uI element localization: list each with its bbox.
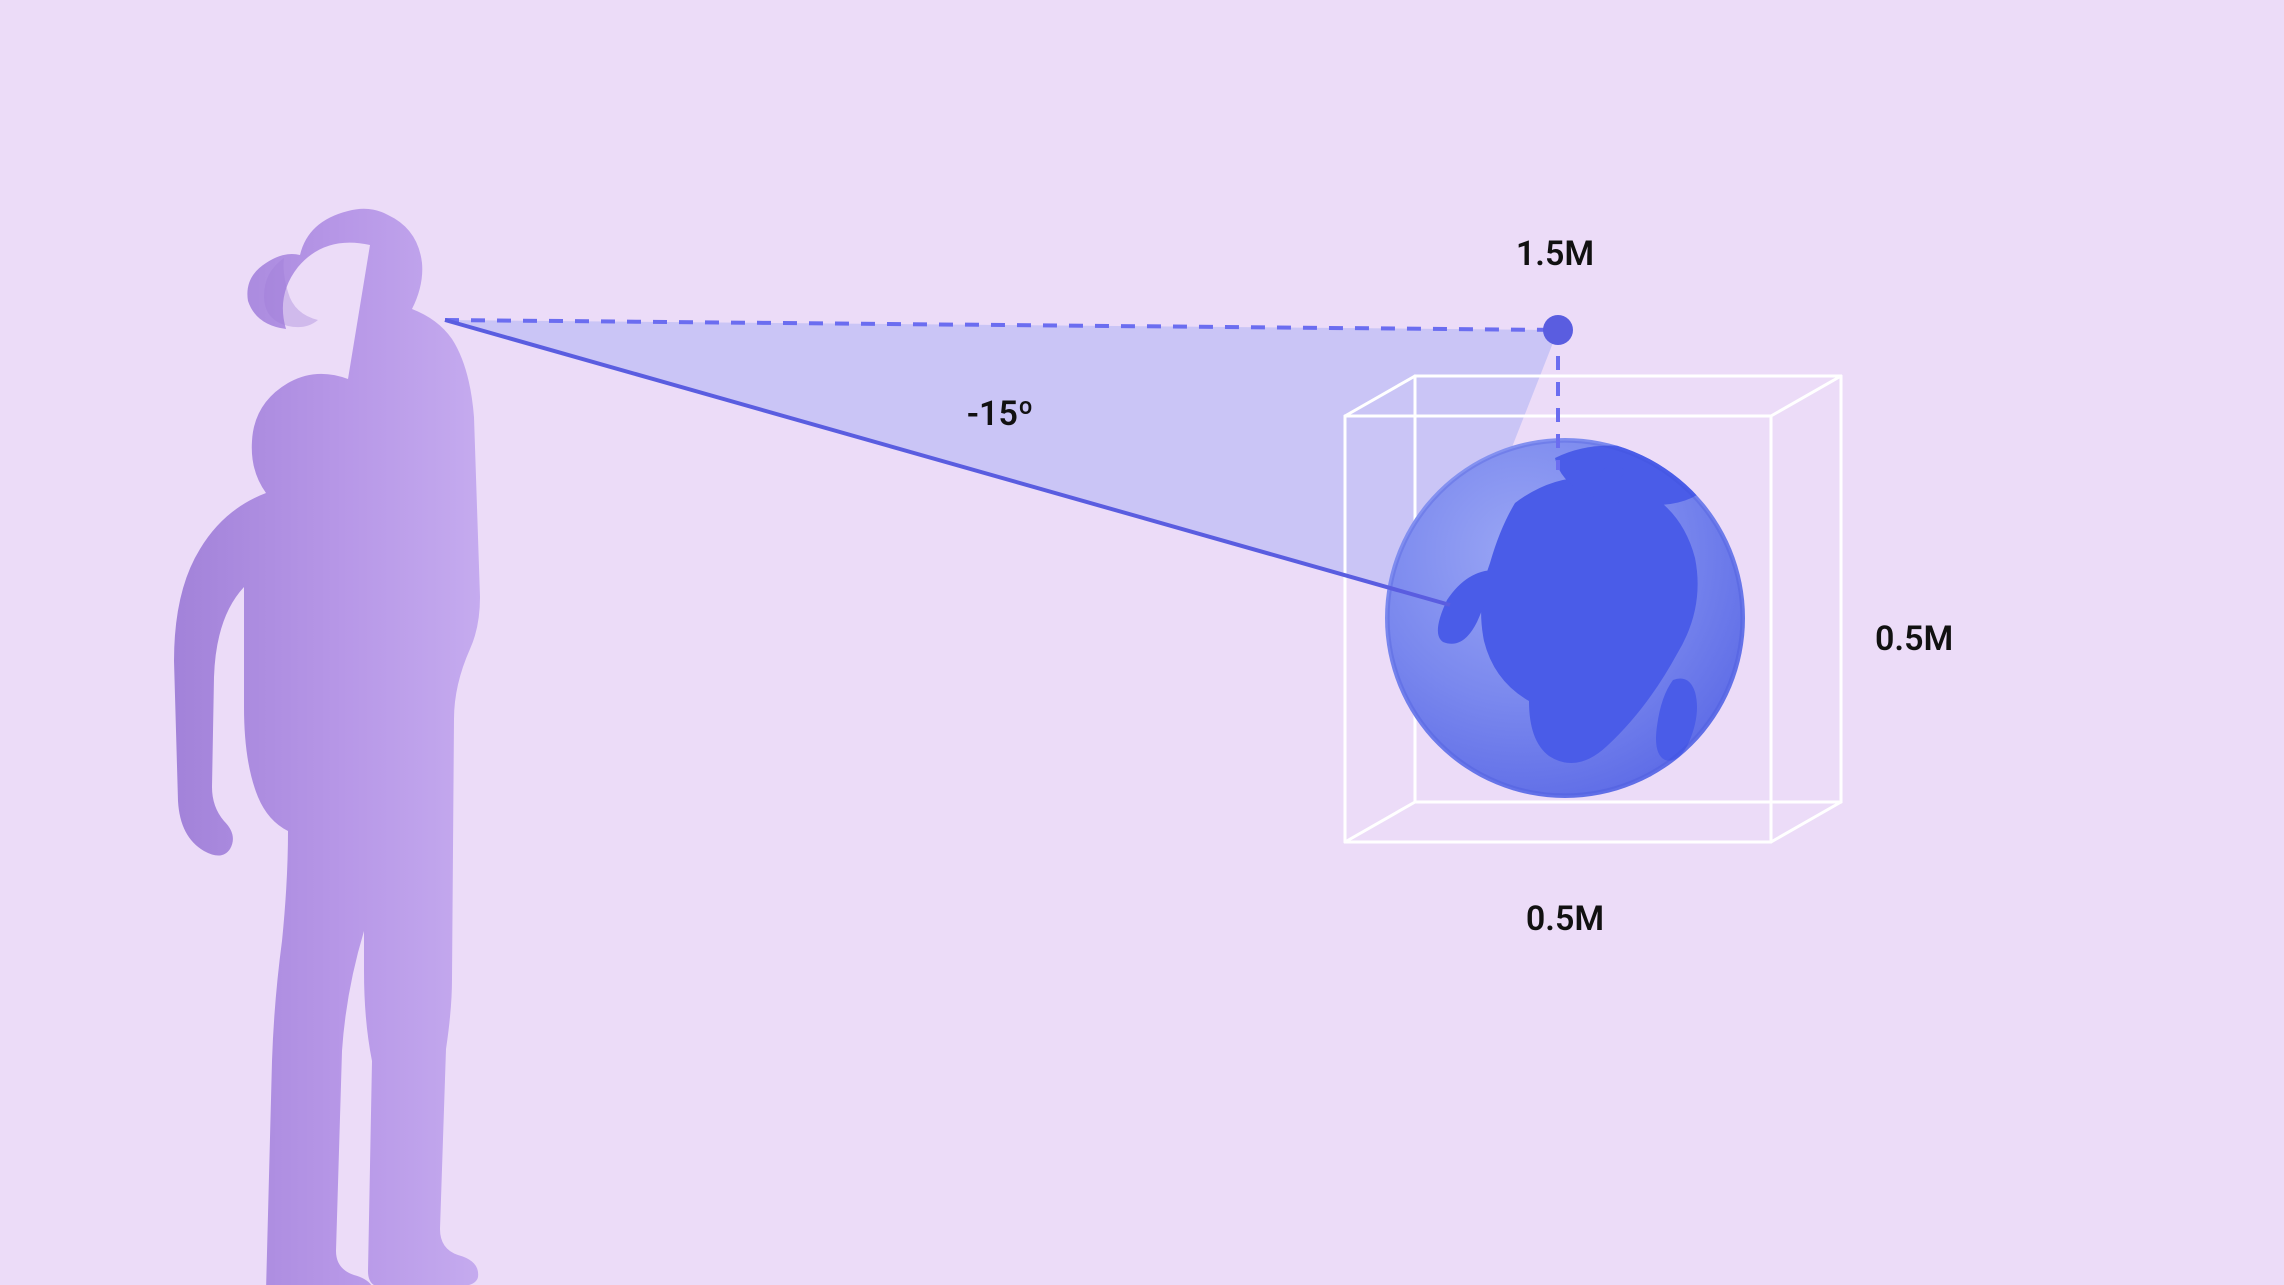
label-box-width: 0.5M — [1526, 899, 1604, 939]
label-box-height: 0.5M — [1875, 619, 1953, 659]
globe — [1385, 438, 1745, 798]
distance-marker — [1543, 315, 1573, 345]
label-angle: -15º — [967, 394, 1034, 434]
label-distance: 1.5M — [1516, 234, 1594, 274]
